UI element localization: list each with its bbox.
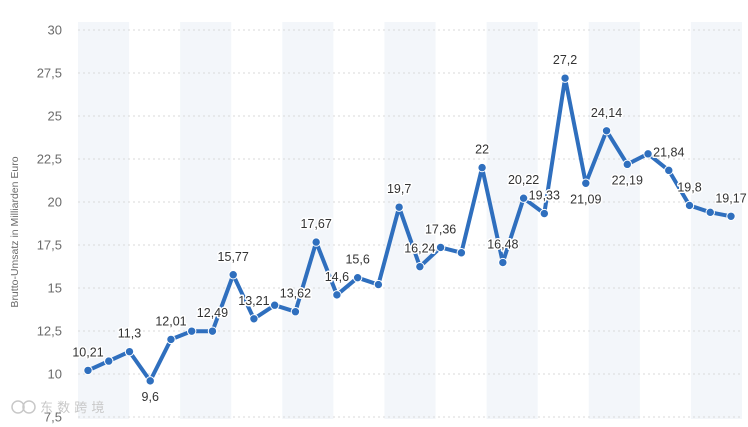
data-label: 17,67 [301,217,332,231]
data-label: 21,09 [570,192,601,206]
data-point [498,257,508,268]
y-axis-ticks: 7,5 10 12,5 15 17,5 20 22,5 25 27,5 30 [37,23,62,425]
data-label: 11,3 [118,327,141,341]
y-tick-label: 15 [48,281,62,296]
data-label: 15,6 [345,253,369,267]
data-label: 16,24 [404,242,435,256]
data-point [581,178,591,188]
data-label: 10,21 [72,345,103,359]
data-point [601,126,612,136]
data-label: 13,21 [238,294,269,308]
data-label: 12,49 [197,306,228,320]
background-band [384,22,436,419]
data-point [145,376,155,386]
data-point [539,208,550,219]
data-point [477,162,487,173]
data-label: 12,01 [155,314,186,328]
data-point [124,346,135,357]
data-label: 19,8 [677,180,701,194]
data-label: 14,6 [325,270,349,284]
data-point [249,314,259,324]
data-point [373,279,384,290]
y-tick-label: 27,5 [37,66,62,81]
data-label: 22,19 [612,173,643,187]
data-label: 19,33 [529,189,560,203]
data-label: 27,2 [553,53,577,67]
data-point [311,237,321,247]
y-axis-title: Brutto-Umsatz in Milliarden Euro [9,156,21,307]
watermark-text: 东 数 跨 境 [40,401,104,416]
data-point [104,356,114,366]
background-bands [78,22,742,419]
data-point [643,149,653,159]
data-point [187,326,197,336]
background-band [588,22,640,419]
data-label: 19,17 [715,191,746,205]
data-point [664,165,674,176]
background-band [180,22,232,419]
y-tick-label: 30 [48,23,62,38]
data-point [83,365,93,376]
y-tick-label: 10 [48,367,62,382]
background-band [282,22,334,419]
data-point [352,272,363,283]
data-label: 13,62 [280,287,311,301]
background-band [78,22,130,419]
data-point [518,193,529,203]
data-label: 16,48 [487,238,518,252]
data-point [456,248,467,258]
watermark-logo-icon [11,400,36,414]
data-point [166,334,176,345]
data-point [684,200,695,211]
data-label: 17,36 [425,222,456,236]
data-point [435,242,446,253]
watermark: 东 数 跨 境 [11,400,104,416]
data-point [394,202,404,212]
data-label: 19,7 [387,182,411,196]
data-point [332,290,342,300]
data-point [560,73,570,83]
data-label: 15,77 [218,250,249,264]
data-point [415,261,425,272]
data-point [705,207,715,218]
y-tick-label: 25 [48,109,62,124]
data-point [726,211,736,221]
data-points [83,73,736,386]
y-tick-label: 17,5 [37,238,62,253]
data-point [228,270,238,280]
data-label: 9,6 [142,390,159,404]
data-point [207,326,218,336]
data-point [290,307,301,317]
data-point [269,300,280,310]
background-band [690,22,742,419]
data-label: 20,22 [508,173,539,187]
y-tick-label: 12,5 [37,324,62,339]
data-label: 21,84 [653,145,684,159]
y-tick-label: 7,5 [44,410,62,425]
data-point [622,159,632,170]
data-labels: 10,21 11,3 9,6 12,01 12,49 15,77 13,21 13,62 17,… [71,52,748,406]
y-tick-label: 20 [48,195,62,210]
data-label: 22 [475,143,489,157]
data-label: 24,14 [591,106,622,120]
y-tick-label: 22,5 [37,152,62,167]
